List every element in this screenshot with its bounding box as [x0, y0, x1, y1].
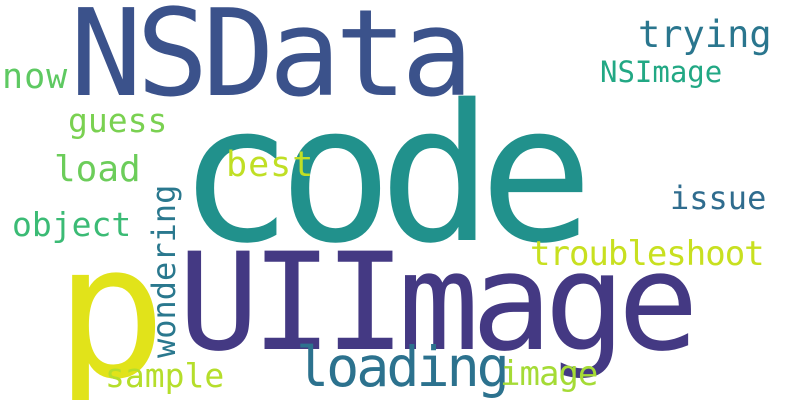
word-code: code — [178, 64, 594, 285]
word-nsimage: NSImage — [600, 55, 723, 89]
word-object: object — [12, 205, 132, 244]
word-wondering: wondering — [145, 184, 183, 358]
word-nsdata: NSData — [70, 0, 473, 124]
word-image: image — [500, 354, 598, 394]
word-loading: loading — [296, 335, 510, 399]
word-troubleshoot: troubleshoot — [530, 234, 765, 274]
word-p: p — [55, 204, 167, 400]
word-sample: sample — [105, 356, 225, 395]
word-uiimage: UIImage — [178, 224, 699, 381]
word-now: now — [2, 57, 69, 97]
word-load: load — [54, 149, 141, 190]
word-trying: trying — [638, 13, 772, 56]
word-issue: issue — [670, 179, 767, 217]
word-guess: guess — [68, 101, 168, 140]
word-best: best — [226, 145, 315, 185]
